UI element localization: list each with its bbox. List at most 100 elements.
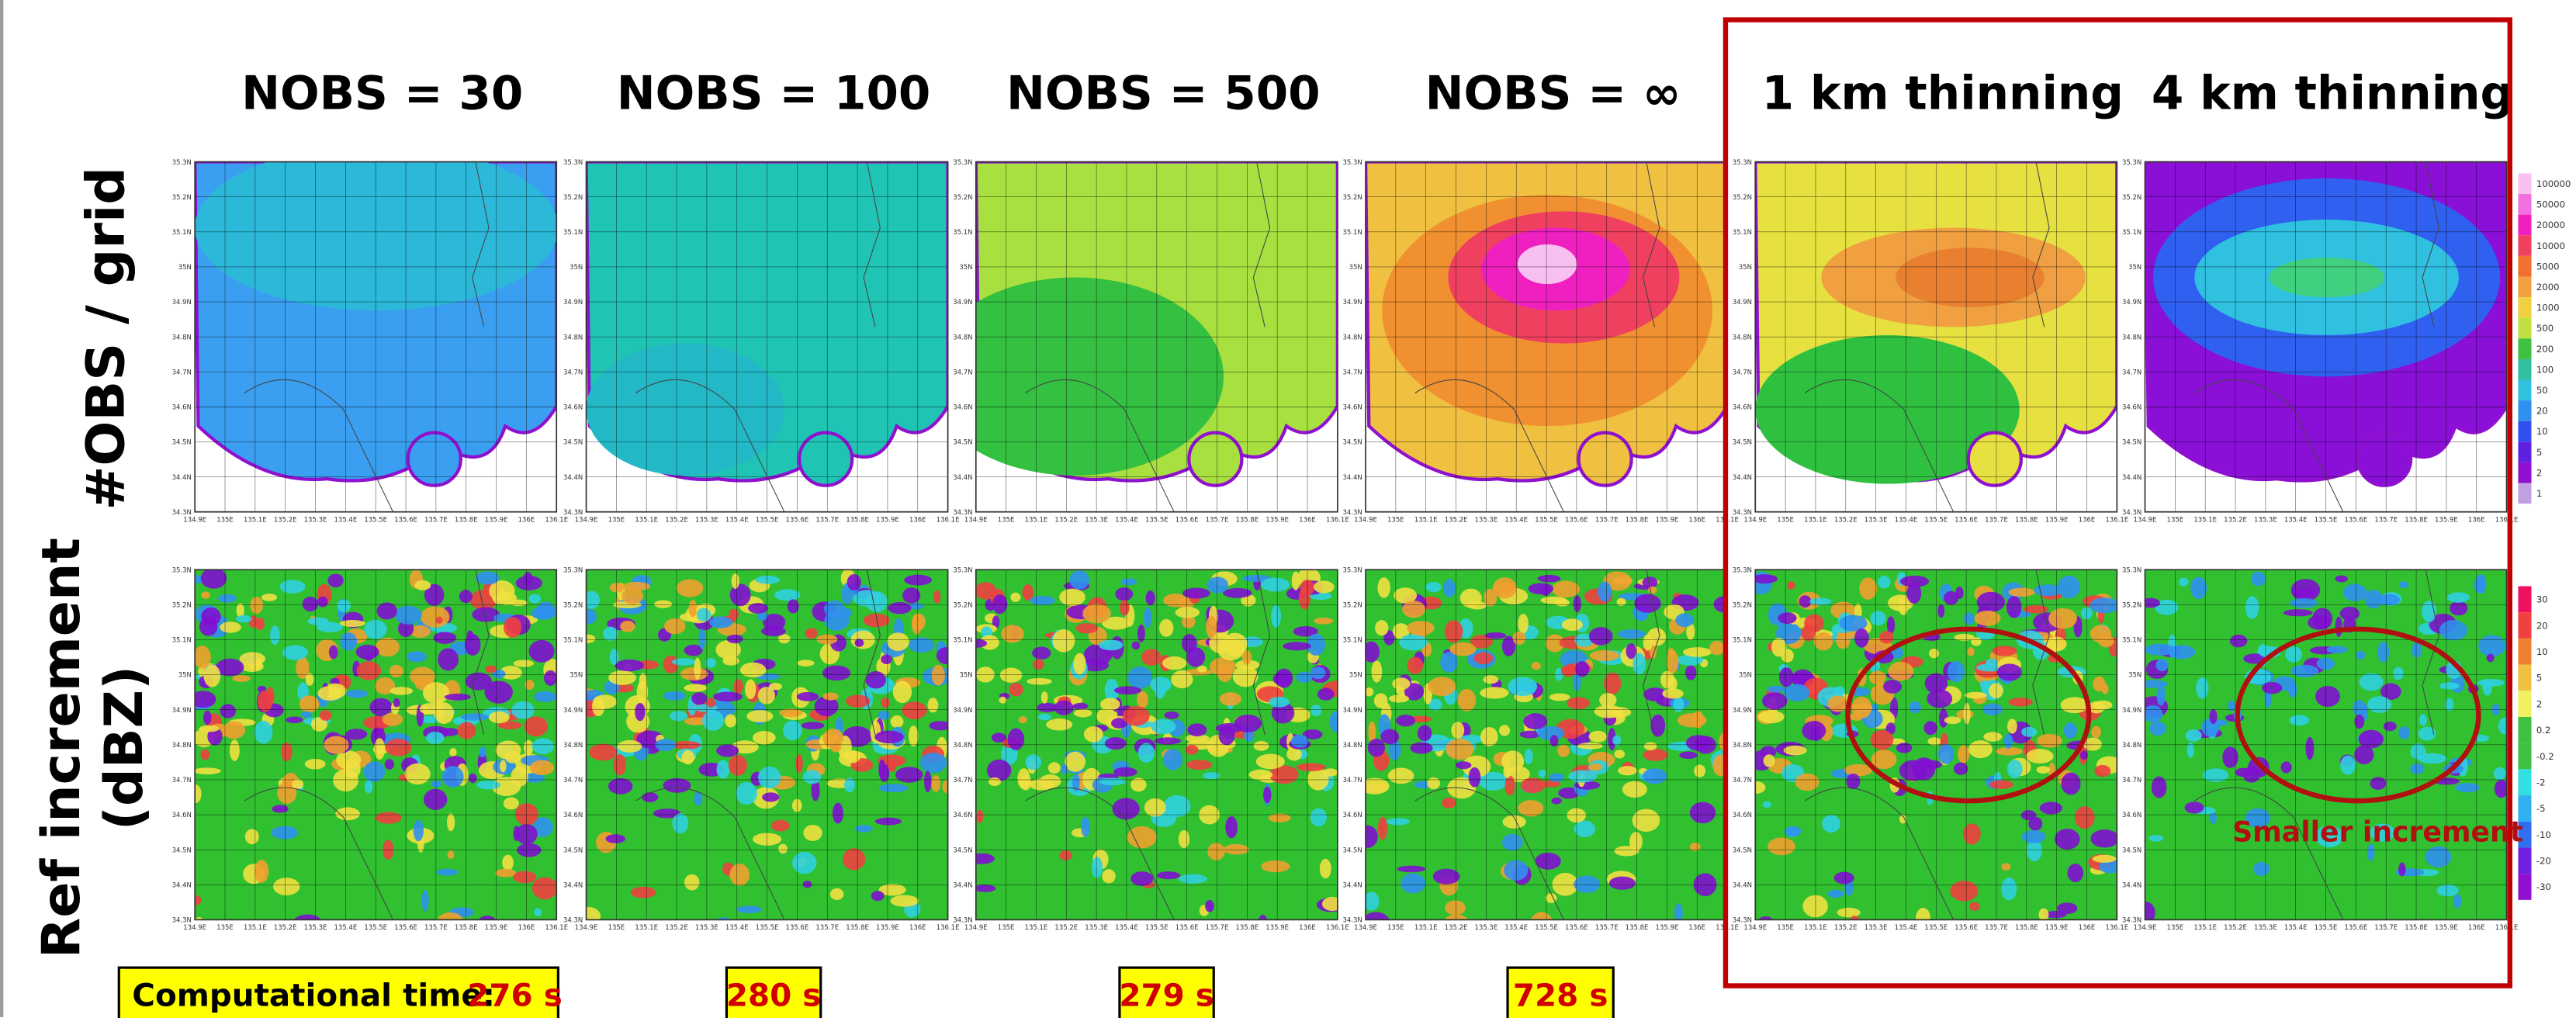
increment-cell [530, 760, 555, 775]
lat-tick-label: 34.9N [172, 707, 192, 715]
lat-tick-label: 34.8N [953, 742, 972, 750]
lat-tick-label: 35.1N [953, 229, 972, 237]
increment-cell [729, 755, 747, 776]
column-header: NOBS = 100 [617, 67, 931, 120]
increment-cell [1254, 741, 1269, 751]
increment-cell [716, 744, 739, 757]
increment-cell [1518, 614, 1528, 634]
increment-cell [1683, 647, 1712, 657]
increment-cell [1283, 642, 1311, 650]
colorbar-swatch [2518, 639, 2531, 665]
lon-tick-label: 134.9E [575, 516, 598, 524]
colorbar-label: 100 [2536, 364, 2553, 375]
increment-cell [1598, 581, 1612, 601]
increment-cell [802, 722, 825, 729]
increment-cell [220, 622, 241, 632]
lon-tick-label: 136E [2468, 924, 2485, 932]
lon-tick-label: 135.1E [244, 516, 267, 524]
colorbar-label: 10000 [2536, 241, 2565, 251]
field-layer [587, 344, 784, 476]
lon-tick-label: 135.2E [274, 924, 297, 932]
increment-cell [2230, 635, 2247, 648]
lat-tick-label: 35N [1739, 264, 1752, 272]
lon-tick-label: 135.4E [725, 516, 749, 524]
increment-cell [1292, 571, 1300, 590]
increment-cell [1612, 736, 1621, 746]
increment-cell [932, 665, 945, 686]
increment-cell [1317, 688, 1335, 701]
lat-tick-label: 34.9N [563, 299, 583, 306]
increment-cell [1614, 750, 1625, 758]
lat-tick-label: 35.2N [563, 602, 583, 610]
increment-cell [1008, 729, 1024, 750]
lat-tick-label: 34.6N [172, 812, 192, 819]
increment-cell [1801, 625, 1815, 641]
increment-cell [404, 764, 430, 784]
lon-tick-label: 135.7E [1595, 516, 1619, 524]
increment-cell [1329, 712, 1343, 732]
column-header: NOBS = 500 [1006, 67, 1321, 120]
increment-cell [1458, 689, 1476, 712]
increment-cell [989, 777, 1001, 786]
increment-cell [1207, 843, 1224, 860]
lon-tick-label: 135.7E [1206, 924, 1229, 932]
lat-tick-label: 34.5N [563, 439, 583, 447]
increment-cell [1451, 722, 1464, 739]
increment-cell [2245, 596, 2259, 619]
lon-tick-label: 134.9E [2134, 924, 2157, 932]
increment-cell [223, 721, 245, 739]
increment-cell [684, 684, 708, 692]
increment-cell [1054, 701, 1074, 715]
increment-cell [2091, 726, 2101, 739]
lon-tick-label: 136.1E [1326, 924, 1349, 932]
lon-tick-label: 135.5E [364, 924, 387, 932]
increment-cell [2196, 677, 2208, 699]
increment-cell [2335, 575, 2347, 582]
increment-cell [745, 679, 756, 699]
increment-cell [436, 869, 458, 876]
lat-tick-label: 35.3N [1733, 159, 1752, 167]
lat-tick-label: 35.3N [563, 159, 583, 167]
increment-cell [516, 576, 542, 590]
increment-cell [1771, 638, 1786, 656]
increment-cell [327, 573, 343, 587]
lon-tick-label: 135.5E [1145, 516, 1169, 524]
increment-cell [1802, 721, 1826, 740]
increment-cell [736, 905, 762, 913]
increment-cell [2026, 749, 2053, 764]
increment-cell [1502, 834, 1523, 851]
field-layer [2269, 258, 2384, 297]
lon-tick-label: 135.3E [1475, 516, 1498, 524]
lat-tick-label: 34.3N [953, 917, 972, 925]
increment-cell [874, 731, 903, 743]
colorbar-swatch [2518, 769, 2531, 795]
increment-cell [1364, 892, 1380, 910]
increment-cell [2179, 578, 2189, 587]
increment-cell [1197, 666, 1207, 673]
increment-cell [2398, 726, 2410, 739]
increment-map: 35.3N35.2N35.1N35N34.9N34.8N34.7N34.6N34… [2122, 566, 2518, 932]
increment-cell [717, 760, 730, 778]
increment-cell [1504, 860, 1528, 881]
increment-cell [271, 826, 298, 840]
increment-cell [672, 813, 688, 833]
increment-cell [620, 621, 635, 632]
increment-cell [529, 594, 542, 603]
increment-cell [1834, 872, 1854, 885]
increment-cell [1163, 749, 1182, 770]
lat-tick-label: 35.3N [563, 566, 583, 574]
increment-cell [2007, 718, 2017, 733]
increment-cell [1968, 740, 1993, 758]
increment-cell [1536, 853, 1561, 870]
increment-cell [261, 594, 277, 601]
colorbar-label: 20000 [2536, 220, 2565, 230]
lon-tick-label: 135.2E [1445, 924, 1468, 932]
increment-cell [357, 661, 381, 680]
increment-cell [904, 575, 932, 586]
lon-tick-label: 136.1E [2495, 516, 2519, 524]
increment-cell [218, 594, 237, 603]
increment-cell [1883, 680, 1902, 694]
colorbar-swatch [2518, 874, 2531, 900]
increment-cell [684, 874, 700, 891]
lat-tick-label: 34.4N [172, 474, 192, 482]
